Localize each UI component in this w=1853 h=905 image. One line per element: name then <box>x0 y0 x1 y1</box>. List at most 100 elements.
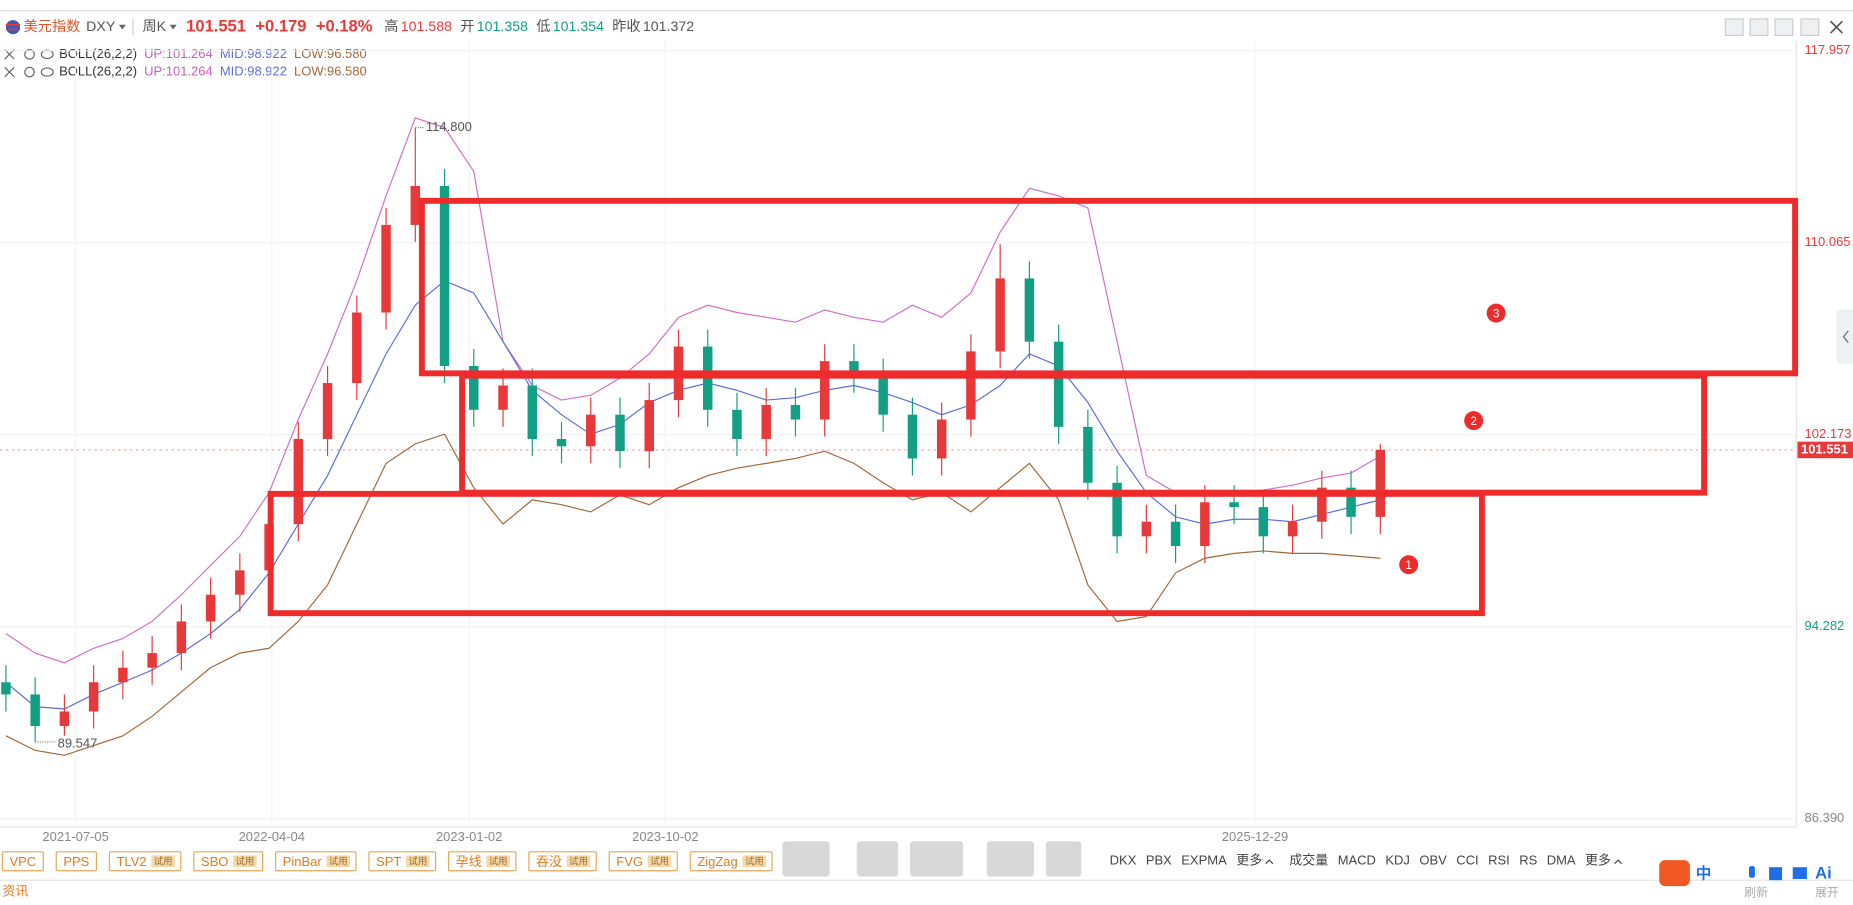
pattern-label[interactable]: VPC <box>9 854 36 869</box>
tool-button[interactable] <box>1774 18 1794 37</box>
pattern-label[interactable]: PPS <box>63 854 89 869</box>
indicator-name: BOLL(26,2,2) <box>59 64 137 79</box>
candle-body <box>1 682 11 695</box>
candle-body <box>849 361 859 376</box>
candle-body <box>1141 521 1152 537</box>
candle-body <box>30 694 40 727</box>
candle-body <box>586 414 596 447</box>
candle-body <box>732 409 742 439</box>
news-tab[interactable]: 资讯 <box>2 883 28 898</box>
main-indicator-tab[interactable]: PBX <box>1146 853 1172 868</box>
chart-tools[interactable] <box>1724 18 1843 37</box>
tool-button[interactable] <box>1800 18 1820 37</box>
tool-button[interactable] <box>1749 18 1769 37</box>
candle-body <box>322 383 333 439</box>
pattern-label[interactable]: SBO <box>201 854 228 869</box>
main-indicator-tab[interactable]: 更多 <box>1236 853 1262 868</box>
blur <box>909 841 964 877</box>
x-tick-label: 2023-10-02 <box>632 829 698 844</box>
main-indicator-tab[interactable]: DKX <box>1110 853 1137 868</box>
candle-body <box>995 278 1005 352</box>
trial-badge-label: 试用 <box>154 855 173 867</box>
candle-body <box>1346 487 1356 517</box>
indicator-low: LOW:96.580 <box>294 46 367 61</box>
pattern-label[interactable]: 吞没 <box>536 854 562 869</box>
ime-lang[interactable]: 中 <box>1696 863 1711 882</box>
sub-indicator-tab[interactable]: 更多 <box>1585 853 1611 868</box>
candle-body <box>205 594 216 622</box>
main-indicator-tab[interactable]: EXPMA <box>1181 853 1227 868</box>
trial-badge <box>486 855 510 868</box>
sub-indicator-tab[interactable]: 成交量 <box>1289 853 1328 868</box>
refresh-label[interactable]: 刷新 <box>1744 885 1768 899</box>
last-price-label: 101.551 <box>1801 441 1848 456</box>
settings-icon[interactable] <box>24 49 35 60</box>
sub-indicator-tab[interactable]: DMA <box>1547 853 1576 868</box>
ime-ai[interactable]: Ai <box>1815 864 1832 883</box>
candle-body <box>819 361 830 420</box>
blurred-region <box>782 841 1082 877</box>
last-price-tag <box>1797 441 1853 459</box>
candle-body <box>469 366 479 410</box>
trial-badge-label: 试用 <box>650 855 669 867</box>
candle-body <box>1024 278 1035 342</box>
trial-badge <box>742 855 767 868</box>
settings-icon[interactable] <box>24 66 35 78</box>
last-price: 101.551 <box>186 17 246 36</box>
sub-indicator-tab[interactable]: CCI <box>1456 853 1478 868</box>
pattern-label[interactable]: PinBar <box>283 854 323 869</box>
y-tick-label: 94.282 <box>1805 618 1845 633</box>
ime-bar[interactable] <box>1659 860 1807 887</box>
pattern-button[interactable] <box>1 851 44 872</box>
flag-stripes <box>5 24 21 31</box>
low-label: 89.547 <box>58 736 98 751</box>
boll-band <box>5 433 1381 756</box>
blur <box>1045 841 1082 877</box>
side-tab[interactable] <box>1836 309 1853 364</box>
candle-body <box>966 351 976 420</box>
stat-label: 开 <box>460 19 474 35</box>
trial-badge <box>406 855 430 868</box>
candle-body <box>1375 449 1386 517</box>
candle-body <box>556 438 567 447</box>
sub-indicator-tab[interactable]: RS <box>1519 853 1537 868</box>
indicator-name: BOLL(26,2,2) <box>59 46 137 61</box>
pattern-label[interactable]: TLV2 <box>117 854 147 869</box>
tool-button[interactable] <box>1724 18 1744 37</box>
remove-icon[interactable] <box>4 66 15 78</box>
eye-icon[interactable] <box>40 67 54 77</box>
pattern-label[interactable]: ZigZag <box>697 854 737 869</box>
trial-badge-label: 试用 <box>745 855 764 867</box>
sub-indicator-tab[interactable]: MACD <box>1338 853 1376 868</box>
blur <box>782 841 830 877</box>
stat-label: 低 <box>536 19 550 35</box>
indicator-up: UP:101.264 <box>144 46 213 61</box>
candle-body <box>936 419 947 459</box>
trial-badge-label: 试用 <box>235 855 254 867</box>
more-caret <box>1614 859 1623 865</box>
sub-indicator-tab[interactable]: KDJ <box>1385 853 1410 868</box>
expand-label[interactable]: 展开 <box>1815 885 1839 899</box>
ime-logo <box>1659 860 1690 887</box>
close-icon[interactable] <box>1829 20 1843 34</box>
trial-badge-label: 试用 <box>489 855 508 867</box>
candle-body <box>1258 507 1269 537</box>
x-tick-label: 2023-01-02 <box>436 829 502 844</box>
pattern-label[interactable]: FVG <box>616 854 643 869</box>
pattern-label[interactable]: SPT <box>376 854 401 869</box>
annotation-marker <box>1464 411 1484 431</box>
dropdown-caret <box>118 24 126 30</box>
pattern-label[interactable]: 孕线 <box>456 854 482 869</box>
candle-body <box>527 385 537 439</box>
sub-indicator-tab[interactable]: RSI <box>1488 853 1510 868</box>
pattern-button[interactable] <box>55 851 98 872</box>
flag-icon <box>5 20 21 35</box>
candle-body <box>615 414 625 452</box>
y-tick-label: 86.390 <box>1805 810 1845 825</box>
dropdown-caret <box>169 24 177 30</box>
trial-badge <box>326 855 351 868</box>
annotation-number: 3 <box>1493 306 1500 320</box>
candle-body <box>907 414 918 459</box>
annotation-number: 1 <box>1405 558 1412 572</box>
sub-indicator-tab[interactable]: OBV <box>1419 853 1447 868</box>
